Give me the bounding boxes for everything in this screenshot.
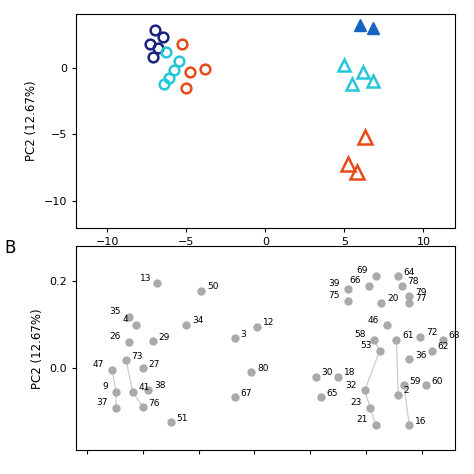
Text: 66: 66 [349,276,361,285]
Text: 61: 61 [402,331,413,340]
Text: 23: 23 [351,398,362,407]
Text: 75: 75 [328,291,340,300]
Text: 34: 34 [192,316,203,325]
Text: 64: 64 [404,268,415,277]
Text: 78: 78 [408,277,419,286]
Text: 69: 69 [356,266,368,275]
Text: 46: 46 [367,316,379,325]
Text: 35: 35 [109,307,121,316]
Text: 47: 47 [92,360,104,369]
Text: 58: 58 [355,330,366,339]
Text: 30: 30 [321,368,333,377]
Text: 41: 41 [138,383,150,392]
Text: 51: 51 [176,414,188,423]
Text: 53: 53 [360,341,372,350]
Text: 68: 68 [448,331,460,340]
Text: 59: 59 [409,377,421,386]
Text: 62: 62 [437,342,448,351]
Text: 39: 39 [328,279,340,288]
Y-axis label: PC2 (12.67%): PC2 (12.67%) [25,81,38,161]
Text: 79: 79 [415,288,427,297]
Text: 16: 16 [415,417,427,426]
X-axis label: PC1 (54.87%): PC1 (54.87%) [225,252,306,265]
Text: 67: 67 [240,389,252,398]
Text: 21: 21 [356,415,368,424]
Text: 72: 72 [426,328,438,337]
Text: B: B [5,239,16,257]
Text: 9: 9 [102,382,108,391]
Text: 32: 32 [345,381,356,390]
Text: 38: 38 [154,381,165,390]
Text: 29: 29 [158,333,170,342]
Text: 18: 18 [344,368,355,377]
Text: 37: 37 [97,398,108,407]
Text: 77: 77 [415,294,427,303]
Text: 2: 2 [404,386,410,395]
Text: 26: 26 [109,332,121,341]
Text: 60: 60 [432,377,443,386]
Text: 73: 73 [132,352,143,361]
Text: 13: 13 [140,273,152,283]
Text: 3: 3 [240,330,246,339]
Text: 36: 36 [415,351,427,360]
Text: 76: 76 [148,399,160,408]
Text: 20: 20 [387,294,398,303]
Text: 80: 80 [257,364,269,373]
Y-axis label: PC2 (12.67%): PC2 (12.67%) [30,308,44,389]
Text: 50: 50 [207,283,219,292]
Text: 65: 65 [327,389,338,398]
Text: 12: 12 [263,319,274,328]
Text: 27: 27 [148,359,160,368]
Text: 4: 4 [122,315,128,324]
